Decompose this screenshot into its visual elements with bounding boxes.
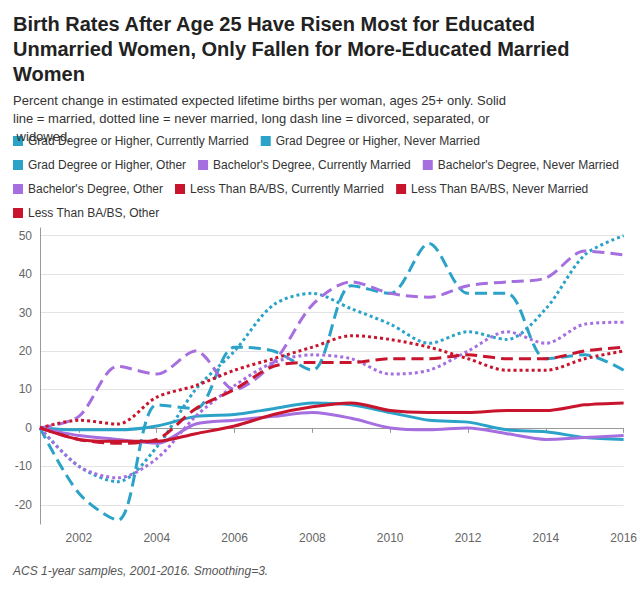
svg-text:2002: 2002 bbox=[66, 531, 93, 545]
svg-text:Grad Degree or Higher, Current: Grad Degree or Higher, Currently Married bbox=[28, 134, 249, 148]
svg-text:line = married, dotted line =: line = married, dotted line = never marr… bbox=[13, 111, 490, 126]
svg-text:2006: 2006 bbox=[221, 531, 248, 545]
svg-text:-10: -10 bbox=[15, 459, 33, 473]
svg-text:Birth Rates After Age 25 Have: Birth Rates After Age 25 Have Risen Most… bbox=[13, 13, 541, 35]
svg-text:ACS 1-year samples, 2001-2016.: ACS 1-year samples, 2001-2016. Smoothing… bbox=[12, 564, 268, 578]
svg-text:-20: -20 bbox=[15, 498, 33, 512]
svg-text:2004: 2004 bbox=[143, 531, 170, 545]
svg-text:20: 20 bbox=[19, 344, 33, 358]
svg-text:2016: 2016 bbox=[610, 531, 637, 545]
svg-text:Women: Women bbox=[13, 63, 85, 85]
svg-text:30: 30 bbox=[19, 306, 33, 320]
svg-text:Bachelor's Degree, Currently M: Bachelor's Degree, Currently Married bbox=[213, 158, 411, 172]
svg-text:Less Than BA/BS, Other: Less Than BA/BS, Other bbox=[28, 206, 159, 220]
svg-text:0: 0 bbox=[25, 421, 32, 435]
svg-text:Bachelor's Degree, Other: Bachelor's Degree, Other bbox=[28, 182, 163, 196]
svg-text:Percent change in estimated ex: Percent change in estimated expected lif… bbox=[13, 93, 510, 108]
svg-text:Less Than BA/BS, Never Married: Less Than BA/BS, Never Married bbox=[411, 182, 588, 196]
svg-text:2008: 2008 bbox=[299, 531, 326, 545]
svg-text:2014: 2014 bbox=[532, 531, 559, 545]
svg-text:Less Than BA/BS, Currently Mar: Less Than BA/BS, Currently Married bbox=[190, 182, 384, 196]
svg-text:widowed.: widowed. bbox=[13, 129, 71, 144]
svg-text:2010: 2010 bbox=[377, 531, 404, 545]
svg-text:40: 40 bbox=[19, 267, 33, 281]
svg-text:50: 50 bbox=[19, 229, 33, 243]
svg-text:Unmarried Women, Only Fallen f: Unmarried Women, Only Fallen for More-Ed… bbox=[13, 38, 575, 60]
svg-text:2012: 2012 bbox=[455, 531, 482, 545]
svg-text:Grad Degree or Higher, Never M: Grad Degree or Higher, Never Married bbox=[276, 134, 480, 148]
svg-text:Grad Degree or Higher, Other: Grad Degree or Higher, Other bbox=[28, 158, 186, 172]
svg-text:Bachelor's Degree, Never Marri: Bachelor's Degree, Never Married bbox=[438, 158, 619, 172]
svg-text:10: 10 bbox=[19, 382, 33, 396]
